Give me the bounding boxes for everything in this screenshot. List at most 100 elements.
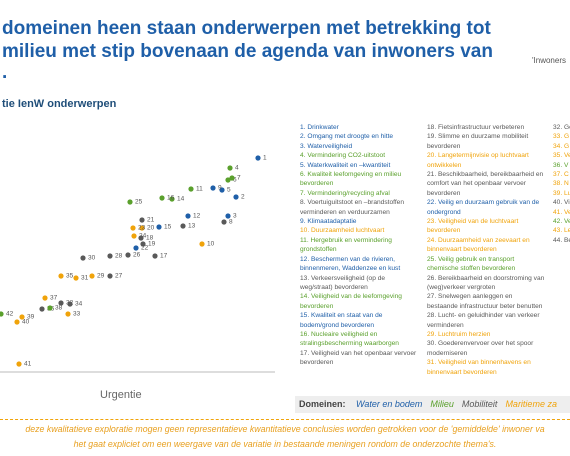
point-label: 9 (218, 185, 222, 192)
point (16, 361, 22, 367)
point (125, 252, 131, 258)
list-item: 39. Lu (553, 189, 570, 197)
list-item: 32. Go mode (553, 124, 570, 131)
point (19, 314, 25, 320)
list-item: 27. Snelwegen aanleggen en bestaande inf… (427, 293, 543, 310)
point (39, 306, 45, 312)
point (138, 235, 144, 241)
point-label: 15 (164, 224, 172, 231)
list-item: 13. Verkeersveiligheid (op de weg/straat… (300, 274, 386, 291)
point-label: 2 (241, 194, 245, 201)
point (225, 213, 231, 219)
subtitle: tie IenW onderwerpen (2, 98, 117, 110)
point-label: 4 (235, 165, 239, 172)
list-item: 23. Veiligheid van de luchtvaart bevorde… (427, 218, 519, 235)
point-label: 5 (227, 187, 231, 194)
point-label: 35 (66, 273, 74, 280)
list-item: 8. Voertuiguitstoot en –brandstoffen ver… (300, 199, 404, 216)
list-item: 22. Veilig en duurzaam gebruik van de on… (427, 199, 540, 216)
point-label: 8 (229, 219, 233, 226)
point (219, 187, 225, 193)
point-label: 27 (115, 273, 123, 280)
point-label: 17 (160, 253, 168, 260)
point-label: 33 (73, 311, 81, 318)
list-item: 17. Veiligheid van het openbaar vervoer … (300, 349, 417, 367)
list-item: 33. G mode (553, 133, 570, 141)
point (225, 177, 231, 183)
list-item: 30. Goederenvervoer over het spoor moder… (427, 340, 534, 357)
point-label: 16 (167, 195, 175, 202)
point (0, 311, 4, 317)
point-label: 34 (75, 301, 83, 308)
point (80, 255, 86, 261)
list-item: 14. Veiligheid van de leefomgeving bevor… (300, 293, 402, 310)
point-label: 28 (115, 253, 123, 260)
title-line: domeinen heen staan onderwerpen met betr… (2, 18, 491, 39)
list-item: 5. Waterkwaliteit en –kwantiteit (300, 161, 391, 169)
point-label: 21 (147, 217, 155, 224)
point (255, 155, 261, 161)
point (139, 217, 145, 223)
list-item: 40. Vi Nede (553, 199, 570, 207)
list-item: 44. Be (553, 236, 570, 244)
point-label: 42 (6, 311, 14, 318)
point (65, 311, 71, 317)
point (133, 245, 139, 251)
point-label: 13 (188, 223, 196, 230)
list-item: 3. Waterveiligheid (300, 142, 353, 150)
list-item: 15. Kwaliteit en staat van de bodem/gron… (300, 312, 383, 329)
list-item: 35. Ve bezor (553, 152, 570, 160)
list-item: 12. Beschermen van de rivieren, binnenme… (300, 255, 401, 273)
divider (0, 419, 570, 420)
list-item: 7. Vermindering/recycling afval (300, 189, 390, 197)
point (107, 273, 113, 279)
footnote-line: het gaat expliciet om een weergave van d… (73, 439, 497, 449)
point-label: 26 (133, 252, 141, 259)
domain-entry: Milieu (430, 399, 454, 409)
list-item: 1. Drinkwater (300, 124, 339, 131)
list-item: 42. Ve (553, 218, 570, 226)
point (58, 300, 64, 306)
point-label: 20 (147, 225, 155, 232)
list-item: 9. Klimaatadaptatie (300, 218, 357, 226)
point (180, 223, 186, 229)
point (169, 196, 175, 202)
point-label: 12 (193, 213, 201, 220)
point (73, 275, 79, 281)
point (152, 253, 158, 259)
point (159, 195, 165, 201)
footnote-line: deze kwalitatieve exploratie mogen geen … (25, 424, 545, 434)
point-label: 40 (22, 319, 30, 326)
list-item: 20. Langetermijnvisie op luchtvaart ontw… (427, 152, 529, 169)
domain-entry: Mobiliteit (461, 399, 498, 409)
point-label: 31 (81, 275, 89, 282)
domain-label: Domeinen: (299, 399, 346, 409)
list-item: 31. Veiligheid van binnenhavens en binne… (427, 359, 531, 376)
title-line: milieu met stip bovenaan de agenda van i… (2, 41, 493, 62)
list-item: 19. Slimme en duurzame mobiliteit bevord… (427, 133, 529, 150)
list-item: 36. V biotec (553, 161, 570, 169)
point-label: 24 (139, 233, 147, 240)
list-column: 32. Go mode 33. G mode34. G moge 35. Ve be… (553, 123, 570, 245)
list-item: 2. Omgang met droogte en hitte (300, 133, 394, 141)
point-label: 14 (177, 196, 185, 203)
point (42, 295, 48, 301)
title-line: . (2, 62, 8, 83)
point-label: 1 (263, 155, 267, 162)
point-label: 18 (146, 235, 154, 242)
point (156, 224, 162, 230)
list-item: 38. N (553, 180, 569, 188)
footnote: deze kwalitatieve exploratie mogen geen … (0, 422, 570, 452)
point (127, 199, 133, 205)
point-label: 6 (233, 177, 237, 184)
point (210, 185, 216, 191)
list-item: 10. Duurzaamheid luchtvaart (300, 227, 385, 235)
point-label: 7 (237, 175, 241, 182)
point-label: 25 (135, 199, 143, 206)
list-item: 18. Fietsinfrastructuur verbeteren (427, 124, 525, 131)
point-label: 11 (196, 186, 203, 193)
list-column: 1. Drinkwater 2. Omgang met droogte en hi… (300, 123, 418, 368)
point (47, 305, 53, 311)
